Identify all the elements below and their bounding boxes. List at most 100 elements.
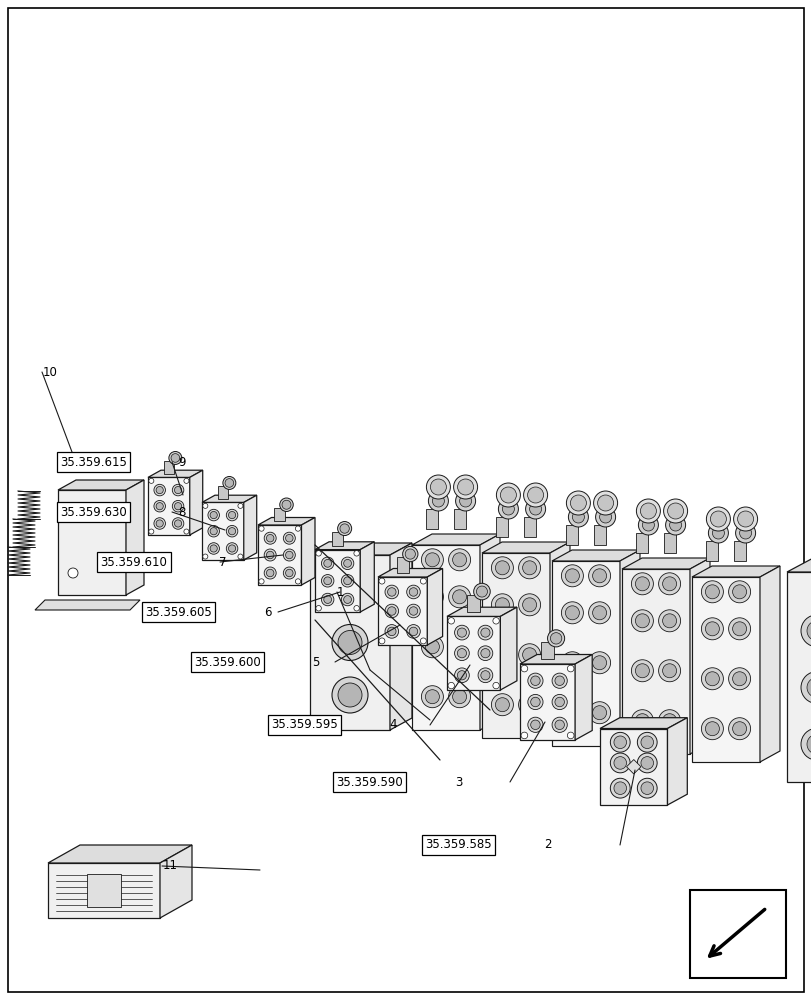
Circle shape <box>341 575 354 587</box>
Polygon shape <box>786 556 811 572</box>
Circle shape <box>663 499 687 523</box>
Circle shape <box>491 644 513 666</box>
Circle shape <box>495 698 508 712</box>
Circle shape <box>406 604 420 618</box>
Circle shape <box>592 569 606 583</box>
Circle shape <box>635 577 649 591</box>
Bar <box>164 461 174 474</box>
Text: 9: 9 <box>178 456 186 468</box>
Polygon shape <box>411 534 500 545</box>
Polygon shape <box>48 845 191 863</box>
Circle shape <box>421 686 443 708</box>
Circle shape <box>739 527 751 539</box>
Polygon shape <box>258 525 301 585</box>
Circle shape <box>343 596 351 603</box>
Circle shape <box>208 525 219 537</box>
Polygon shape <box>58 490 126 595</box>
Circle shape <box>658 710 680 732</box>
Polygon shape <box>551 550 639 561</box>
Circle shape <box>637 732 656 752</box>
Circle shape <box>800 672 811 704</box>
Circle shape <box>588 565 610 587</box>
Circle shape <box>384 585 398 599</box>
Text: 35.359.610: 35.359.610 <box>101 556 167 568</box>
Circle shape <box>637 778 656 798</box>
Circle shape <box>588 602 610 624</box>
Circle shape <box>669 519 680 531</box>
Circle shape <box>491 557 513 579</box>
Polygon shape <box>519 654 591 664</box>
Circle shape <box>285 534 293 542</box>
Circle shape <box>521 732 527 739</box>
Polygon shape <box>519 664 574 740</box>
Circle shape <box>500 487 516 503</box>
Polygon shape <box>691 577 759 762</box>
Circle shape <box>266 551 273 559</box>
Circle shape <box>420 578 426 584</box>
Circle shape <box>238 503 242 508</box>
Circle shape <box>567 665 573 672</box>
Polygon shape <box>202 495 256 502</box>
Circle shape <box>701 668 723 690</box>
Circle shape <box>428 491 448 511</box>
Circle shape <box>337 630 362 654</box>
Circle shape <box>183 529 189 534</box>
Circle shape <box>569 495 586 511</box>
Text: 1: 1 <box>337 585 344 598</box>
Circle shape <box>354 551 359 556</box>
Polygon shape <box>310 543 411 555</box>
Circle shape <box>592 706 606 720</box>
Circle shape <box>266 569 273 577</box>
Circle shape <box>566 491 590 515</box>
Circle shape <box>208 509 219 521</box>
Circle shape <box>324 559 331 567</box>
Polygon shape <box>786 572 811 782</box>
Text: 10: 10 <box>42 365 57 378</box>
Circle shape <box>518 694 540 716</box>
Circle shape <box>594 507 615 527</box>
Circle shape <box>705 622 719 636</box>
Circle shape <box>554 676 564 685</box>
Circle shape <box>527 694 543 710</box>
Circle shape <box>264 532 276 544</box>
Polygon shape <box>58 480 144 490</box>
Circle shape <box>457 649 466 658</box>
Circle shape <box>705 585 719 599</box>
Circle shape <box>222 476 235 489</box>
Circle shape <box>453 475 477 499</box>
Circle shape <box>454 668 469 683</box>
Polygon shape <box>148 477 190 535</box>
Circle shape <box>547 630 564 647</box>
Circle shape <box>280 498 293 512</box>
Polygon shape <box>48 863 160 918</box>
Text: 35.359.615: 35.359.615 <box>60 456 127 468</box>
Circle shape <box>527 717 543 732</box>
Circle shape <box>564 656 579 670</box>
Bar <box>593 525 605 545</box>
Circle shape <box>315 551 321 556</box>
Circle shape <box>421 636 443 658</box>
Circle shape <box>387 627 396 636</box>
Circle shape <box>266 534 273 542</box>
Circle shape <box>631 610 653 632</box>
Circle shape <box>527 673 543 688</box>
Circle shape <box>324 596 331 603</box>
Circle shape <box>613 736 626 749</box>
Circle shape <box>426 475 450 499</box>
Circle shape <box>550 633 561 644</box>
Polygon shape <box>126 480 144 595</box>
Circle shape <box>208 543 219 554</box>
Circle shape <box>203 503 208 508</box>
Circle shape <box>631 710 653 732</box>
Circle shape <box>228 545 235 552</box>
Circle shape <box>457 479 473 495</box>
Circle shape <box>530 697 539 707</box>
Circle shape <box>172 500 183 512</box>
Circle shape <box>68 507 78 517</box>
Circle shape <box>498 499 517 519</box>
Bar <box>496 517 508 537</box>
Circle shape <box>343 577 351 585</box>
Text: 6: 6 <box>264 605 271 618</box>
Circle shape <box>727 618 749 640</box>
Circle shape <box>148 478 153 483</box>
